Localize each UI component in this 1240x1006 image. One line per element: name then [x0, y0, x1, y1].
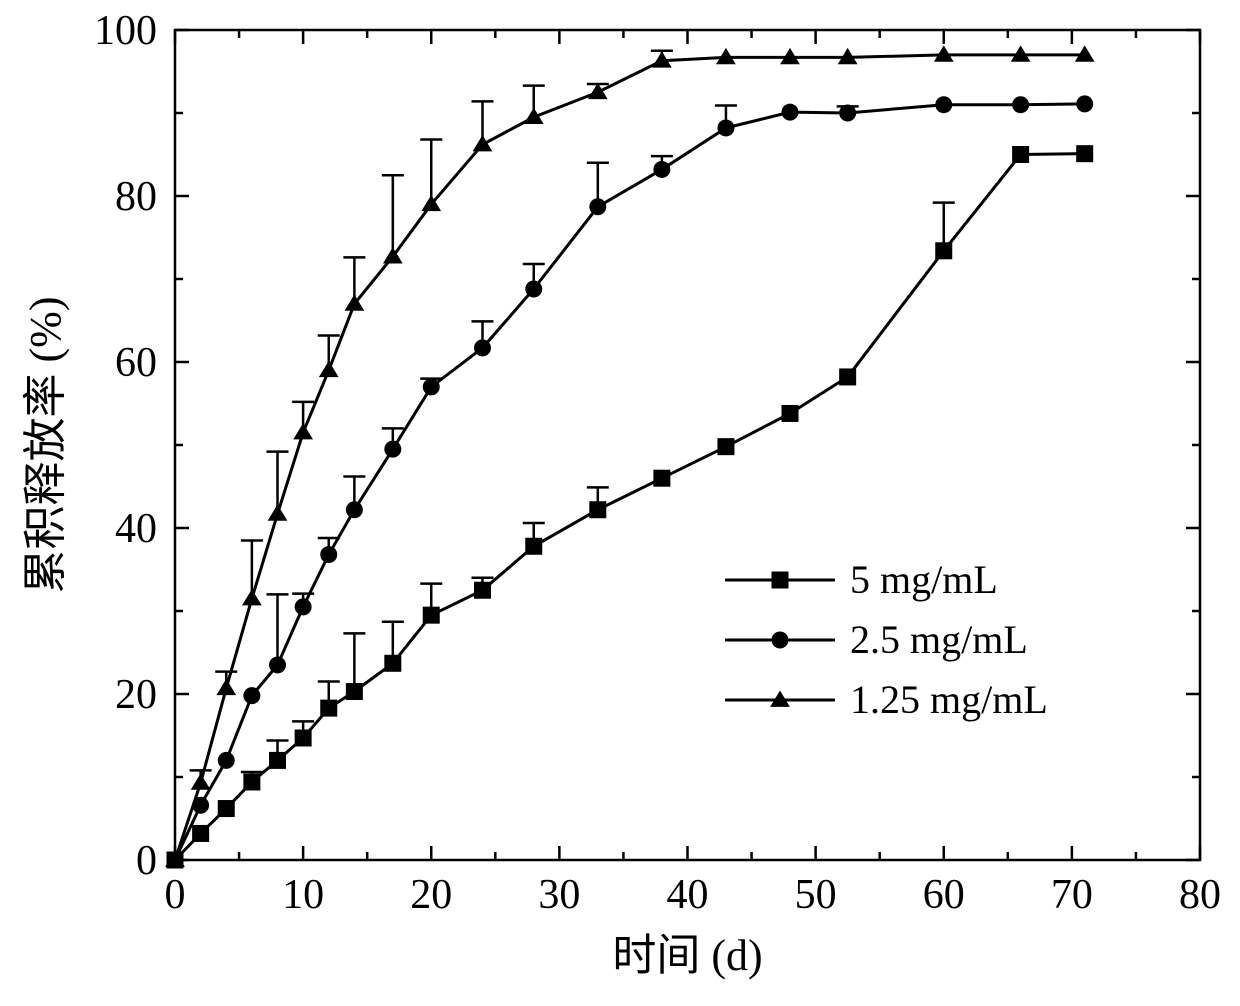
svg-text:80: 80: [115, 174, 157, 220]
svg-text:80: 80: [1179, 872, 1221, 918]
release-chart: 0 10 20 30 40 50 60 70 80 0 20 40 60 80 100 时间 (d) 累积释放率…: [0, 0, 1240, 1006]
svg-text:40: 40: [667, 872, 709, 918]
svg-text:60: 60: [115, 340, 157, 386]
legend-label: 2.5 mg/mL: [850, 617, 1028, 662]
svg-text:70: 70: [1051, 872, 1093, 918]
svg-text:0: 0: [165, 872, 186, 918]
svg-text:20: 20: [410, 872, 452, 918]
svg-text:20: 20: [115, 672, 157, 718]
svg-text:30: 30: [538, 872, 580, 918]
legend-label: 5 mg/mL: [850, 557, 998, 602]
svg-text:50: 50: [795, 872, 837, 918]
svg-text:10: 10: [282, 872, 324, 918]
svg-text:0: 0: [136, 838, 157, 884]
y-axis-label: 累积释放率 (%): [21, 297, 70, 594]
x-axis-label: 时间 (d): [612, 931, 762, 980]
legend-label: 1.25 mg/mL: [850, 677, 1048, 722]
svg-text:40: 40: [115, 506, 157, 552]
svg-text:60: 60: [923, 872, 965, 918]
svg-text:100: 100: [94, 8, 157, 54]
